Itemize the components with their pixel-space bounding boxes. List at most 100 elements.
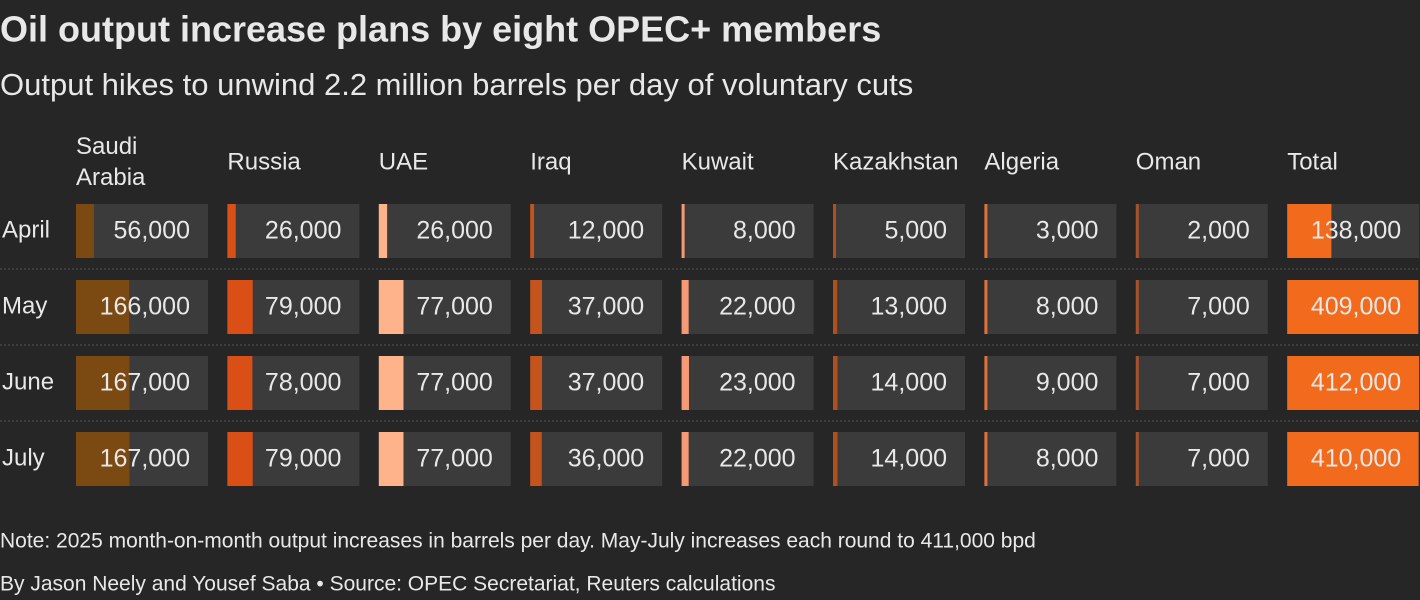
- value-label: 13,000: [871, 293, 947, 321]
- column-header: Oman: [1136, 148, 1201, 175]
- bar: [833, 204, 836, 258]
- value-label: 22,000: [719, 293, 795, 321]
- column-header: Saudi Arabia: [76, 133, 146, 191]
- chart-subtitle: Output hikes to unwind 2.2 million barre…: [0, 67, 913, 102]
- cell-background: [530, 280, 663, 334]
- cell-background: [530, 432, 663, 486]
- cell-background: [681, 280, 814, 334]
- bar: [530, 204, 535, 258]
- bar: [1287, 432, 1419, 486]
- bar: [378, 280, 404, 334]
- value-label: 79,000: [265, 445, 341, 473]
- bar: [530, 432, 542, 486]
- bar: [681, 204, 685, 258]
- cell-background: [1135, 280, 1268, 334]
- value-label: 37,000: [568, 369, 644, 397]
- value-label: 23,000: [719, 369, 795, 397]
- bar: [984, 356, 988, 410]
- column-header: Algeria: [984, 148, 1059, 175]
- bar: [1287, 204, 1332, 258]
- value-label: 7,000: [1187, 293, 1250, 321]
- cell-background: [1135, 432, 1268, 486]
- value-label: 5,000: [884, 217, 947, 245]
- column-header: Iraq: [530, 148, 571, 175]
- source: By Jason Neely and Yousef Saba • Source:…: [0, 573, 775, 596]
- cell-background: [681, 356, 814, 410]
- cell-background: [984, 356, 1117, 410]
- column-header: Kuwait: [682, 148, 754, 175]
- chart-title: Oil output increase plans by eight OPEC+…: [0, 9, 881, 50]
- cell-background: [681, 204, 814, 258]
- value-label: 8,000: [1036, 445, 1099, 473]
- bar: [1135, 432, 1139, 486]
- cell-background: [76, 204, 208, 258]
- row-label: May: [2, 292, 47, 319]
- note: Note: 2025 month-on-month output increas…: [0, 530, 1036, 553]
- cell-background: [1135, 204, 1268, 258]
- column-header: Total: [1287, 148, 1338, 175]
- cell-background: [984, 280, 1117, 334]
- row-label: July: [2, 444, 45, 471]
- bar: [378, 356, 404, 410]
- value-label: 78,000: [265, 369, 341, 397]
- bar: [1287, 356, 1420, 410]
- cell-background: [833, 204, 965, 258]
- value-label: 37,000: [568, 293, 644, 321]
- cell-background: [984, 204, 1117, 258]
- value-label: 14,000: [871, 369, 947, 397]
- value-label: 138,000: [1311, 217, 1401, 245]
- column-header: Russia: [227, 148, 301, 175]
- value-label: 14,000: [871, 445, 947, 473]
- bar: [1135, 204, 1139, 258]
- bar: [1135, 280, 1139, 334]
- bar: [833, 432, 838, 486]
- value-label: 26,000: [416, 217, 492, 245]
- bar: [76, 356, 130, 410]
- bar: [76, 432, 130, 486]
- value-label: 412,000: [1311, 369, 1401, 397]
- bar: [681, 432, 689, 486]
- value-label: 77,000: [416, 369, 492, 397]
- bar: [227, 432, 253, 486]
- bar: [1287, 280, 1419, 334]
- value-label: 167,000: [100, 445, 190, 473]
- value-label: 8,000: [733, 217, 796, 245]
- column-header: UAE: [379, 148, 428, 175]
- column-header: Kazakhstan: [833, 148, 958, 175]
- value-label: 7,000: [1187, 445, 1250, 473]
- cell-background: [984, 432, 1117, 486]
- bar: [76, 204, 94, 258]
- bar: [76, 280, 130, 334]
- cell-background: [1135, 356, 1268, 410]
- cell-background: [530, 204, 663, 258]
- value-label: 8,000: [1036, 293, 1099, 321]
- bar: [984, 204, 988, 258]
- bar: [530, 356, 543, 410]
- value-label: 166,000: [100, 293, 190, 321]
- value-label: 3,000: [1036, 217, 1099, 245]
- value-label: 9,000: [1036, 369, 1099, 397]
- value-label: 2,000: [1187, 217, 1250, 245]
- value-label: 12,000: [568, 217, 644, 245]
- row-label: June: [2, 368, 54, 395]
- bar: [530, 280, 543, 334]
- cell-background: [833, 432, 965, 486]
- value-label: 167,000: [100, 369, 190, 397]
- row-label: April: [2, 216, 50, 243]
- bar: [227, 280, 253, 334]
- value-label: 7,000: [1187, 369, 1250, 397]
- cell-background: [681, 432, 814, 486]
- bar: [984, 280, 988, 334]
- cell-background: [530, 356, 663, 410]
- value-label: 22,000: [719, 445, 795, 473]
- cell-background: [833, 280, 965, 334]
- bar: [833, 356, 838, 410]
- bar: [378, 204, 388, 258]
- bar: [227, 204, 236, 258]
- cell-background: [833, 356, 965, 410]
- bar: [227, 356, 253, 410]
- bar: [833, 280, 838, 334]
- cell-background: [227, 204, 360, 258]
- bar: [984, 432, 988, 486]
